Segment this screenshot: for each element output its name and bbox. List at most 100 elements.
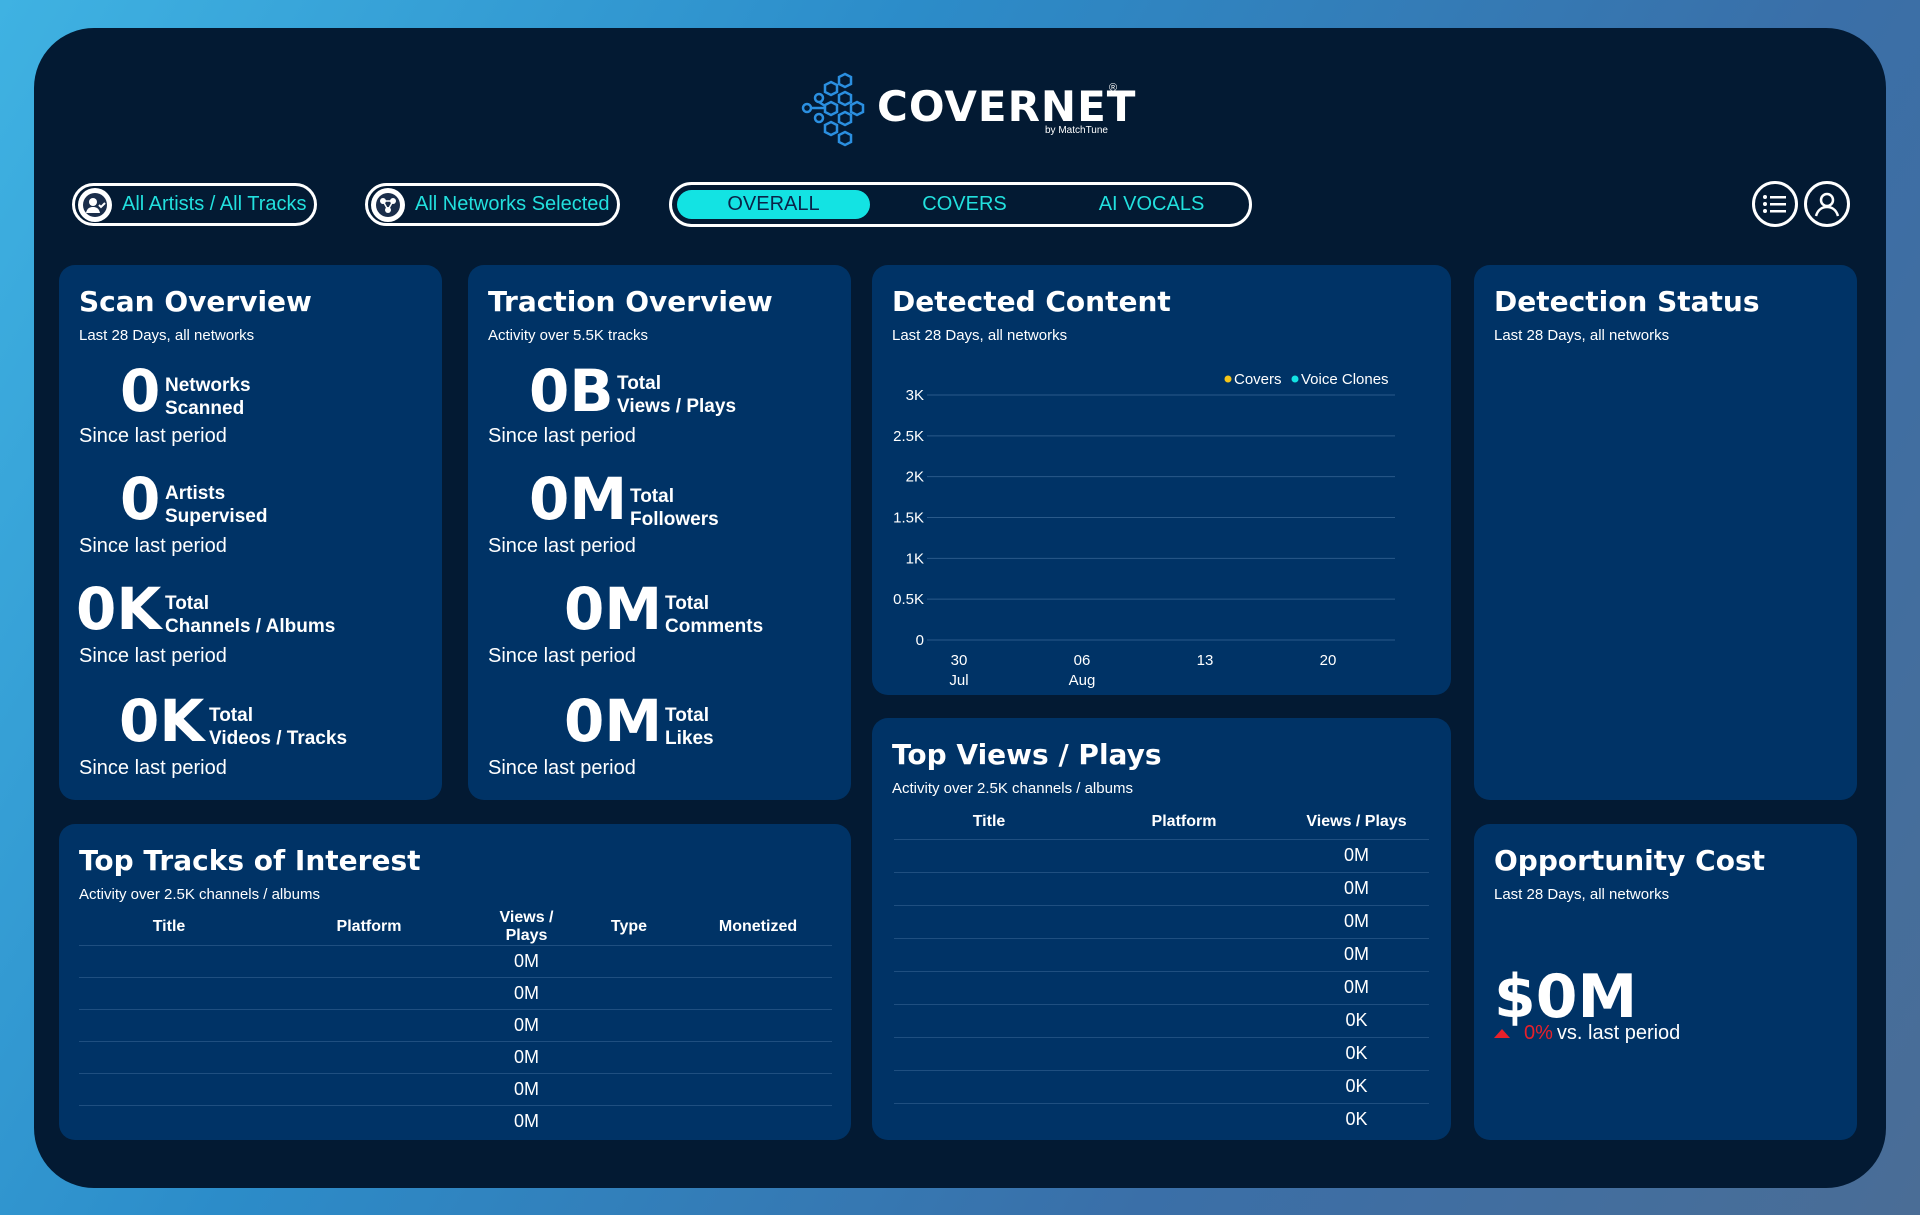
metric-value: 0K [119, 687, 205, 755]
column-header: Monetized [718, 918, 798, 935]
table-cell [684, 1105, 832, 1138]
card-subtitle: Last 28 Days, all networks [79, 327, 255, 344]
metric-value: 0 [120, 465, 161, 533]
table-cell [1084, 1102, 1284, 1136]
metric-label: Total [617, 373, 661, 394]
table-cell [684, 1041, 832, 1074]
card-subtitle: Last 28 Days, all networks [892, 327, 1068, 344]
table-cell [894, 1003, 1084, 1037]
metric-label: Followers [630, 509, 719, 530]
x-tick-label: Aug [1069, 672, 1096, 689]
networks-filter-button[interactable]: All Networks Selected [365, 183, 620, 226]
table-cell [574, 977, 684, 1010]
metric-label: Total [209, 705, 253, 726]
table-row[interactable]: 0M [894, 937, 1429, 971]
table-cell [574, 945, 684, 978]
metric-label: Total [665, 593, 709, 614]
table-row[interactable]: 0K [894, 1102, 1429, 1136]
table-cell: 0M [1284, 937, 1429, 971]
top-tracks-card: Top Tracks of Interest Activity over 2.5… [59, 824, 851, 1140]
legend-label[interactable]: Covers [1234, 371, 1282, 388]
card-subtitle: Activity over 2.5K channels / albums [79, 886, 320, 903]
table-row[interactable]: 0M [894, 838, 1429, 872]
metric-label: Views / Plays [617, 396, 737, 417]
artists-filter-button[interactable]: All Artists / All Tracks [72, 183, 317, 226]
column-header: Title [972, 812, 1006, 830]
metric-value: 0 [120, 357, 161, 425]
table-cell: 0M [479, 977, 574, 1010]
legend-marker [1224, 375, 1232, 383]
metric-label: Networks [165, 375, 251, 396]
table-cell [894, 904, 1084, 938]
table-cell [684, 1073, 832, 1106]
table-row[interactable]: 0K [894, 1069, 1429, 1103]
metric-since: Since last period [79, 757, 227, 779]
table-cell [1084, 904, 1284, 938]
card-title: Opportunity Cost [1494, 844, 1766, 877]
table-cell [894, 1036, 1084, 1070]
table-cell [684, 977, 832, 1010]
x-tick-label: 13 [1197, 652, 1214, 669]
user-icon [78, 187, 112, 222]
table-row[interactable]: 0M [79, 1041, 832, 1074]
table-cell [894, 838, 1084, 872]
network-icon [371, 187, 405, 222]
tab-ai-vocals[interactable]: AI VOCALS [1098, 193, 1205, 215]
card-title: Top Views / Plays [892, 738, 1162, 771]
table-cell [574, 1073, 684, 1106]
legend-label[interactable]: Voice Clones [1301, 371, 1389, 388]
metric-label: Total [630, 486, 674, 507]
table-cell: 0K [1284, 1102, 1429, 1136]
metric-label: Supervised [165, 506, 268, 527]
metric-since: Since last period [79, 535, 227, 557]
hexagon-globe-icon [801, 72, 865, 147]
metric-since: Since last period [488, 425, 636, 447]
table-header-row: Title Platform Views / Plays Type Moneti… [79, 909, 832, 946]
table-cell [1084, 1003, 1284, 1037]
metric-since: Since last period [488, 757, 636, 779]
table-cell [1084, 838, 1284, 872]
table-row[interactable]: 0K [894, 1036, 1429, 1070]
change-suffix: vs. last period [1556, 1022, 1681, 1044]
card-title: Detected Content [892, 285, 1171, 318]
y-tick-label: 1K [906, 550, 924, 567]
table-row[interactable]: 0M [79, 1105, 832, 1138]
table-row[interactable]: 0M [79, 945, 832, 978]
registered-mark: ® [1109, 82, 1118, 94]
menu-list-button[interactable] [1752, 181, 1798, 227]
table-cell [259, 1073, 479, 1106]
table-cell [894, 1069, 1084, 1103]
card-title: Top Tracks of Interest [79, 844, 421, 877]
column-header: Title [152, 918, 186, 935]
table-cell [1084, 871, 1284, 905]
table-row[interactable]: 0M [894, 904, 1429, 938]
table-row[interactable]: 0M [894, 871, 1429, 905]
table-cell [259, 1009, 479, 1042]
table-cell: 0K [1284, 1069, 1429, 1103]
table-header-row: Title Platform Views / Plays [894, 805, 1429, 839]
table-row[interactable]: 0M [894, 970, 1429, 1004]
y-tick-label: 3K [906, 387, 924, 404]
column-header: Platform [1151, 812, 1217, 830]
tab-overall[interactable]: OVERALL [677, 190, 870, 219]
top-views-card: Top Views / Plays Activity over 2.5K cha… [872, 718, 1451, 1140]
list-icon [1763, 195, 1786, 213]
user-profile-button[interactable] [1804, 181, 1850, 227]
y-tick-label: 0.5K [893, 591, 924, 608]
table-cell [1084, 1036, 1284, 1070]
table-row[interactable]: 0M [79, 1073, 832, 1106]
table-row[interactable]: 0M [79, 977, 832, 1010]
table-cell [574, 1105, 684, 1138]
networks-filter-label: All Networks Selected [415, 193, 610, 215]
table-row[interactable]: 0M [79, 1009, 832, 1042]
table-cell [894, 937, 1084, 971]
y-tick-label: 2.5K [893, 428, 924, 445]
table-cell [1084, 970, 1284, 1004]
tab-covers[interactable]: COVERS [922, 193, 1007, 215]
card-subtitle: Activity over 2.5K channels / albums [892, 780, 1133, 797]
metric-value: 0B [529, 357, 614, 425]
detection-status-card: Detection Status Last 28 Days, all netwo… [1474, 265, 1857, 800]
table-row[interactable]: 0K [894, 1003, 1429, 1037]
table-cell [684, 1009, 832, 1042]
view-tabs: OVERALL COVERS AI VOCALS [669, 182, 1252, 227]
